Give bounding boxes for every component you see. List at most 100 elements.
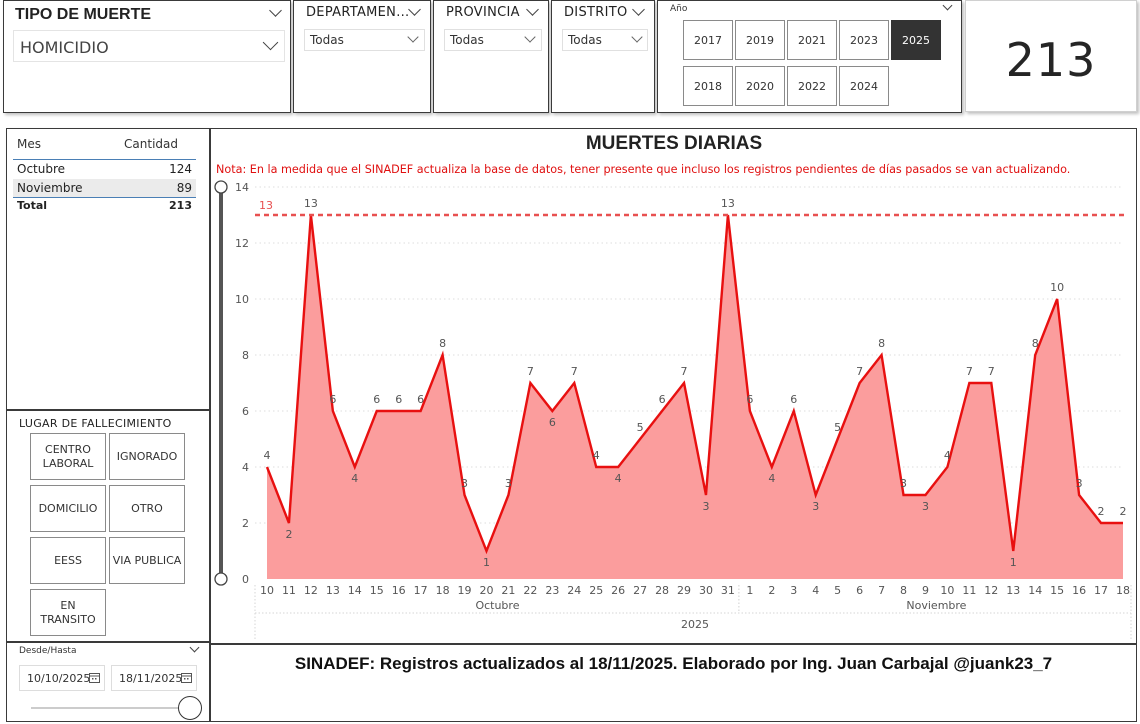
data-label: 3 bbox=[505, 477, 512, 490]
tipo-muerte-dropdown[interactable]: HOMICIDIO bbox=[13, 30, 285, 62]
data-label: 3 bbox=[1076, 477, 1083, 490]
date-range-track[interactable] bbox=[31, 707, 181, 709]
x-tick-label: 12 bbox=[304, 584, 318, 597]
x-tick-label: 17 bbox=[414, 584, 428, 597]
x-tick-label: 17 bbox=[1094, 584, 1108, 597]
collapse-chevron-icon[interactable] bbox=[408, 3, 421, 16]
y-tick-label: 6 bbox=[242, 405, 249, 418]
year-button-2019[interactable]: 2019 bbox=[735, 20, 785, 60]
data-label: 13 bbox=[304, 197, 318, 210]
lugar-button-centro-laboral[interactable]: CENTRO LABORAL bbox=[30, 433, 106, 480]
data-label: 6 bbox=[746, 393, 753, 406]
x-tick-label: 31 bbox=[721, 584, 735, 597]
x-tick-label: 8 bbox=[900, 584, 907, 597]
chart-note: Nota: En la medida que el SINADEF actual… bbox=[216, 163, 1070, 176]
x-tick-label: 7 bbox=[878, 584, 885, 597]
year-button-2023[interactable]: 2023 bbox=[839, 20, 889, 60]
reference-line-label: 13 bbox=[259, 199, 273, 212]
y-axis-layer: 0 2 4 6 8 10 12 14 bbox=[235, 181, 249, 586]
year-button-2017[interactable]: 2017 bbox=[683, 20, 733, 60]
kpi-card: 213 bbox=[965, 0, 1137, 112]
row-cantidad: 89 bbox=[176, 181, 192, 195]
calendar-icon[interactable] bbox=[181, 672, 192, 683]
date-range-handle[interactable] bbox=[178, 696, 202, 720]
tipo-muerte-selected: HOMICIDIO bbox=[20, 38, 109, 57]
table-row[interactable]: Octubre 124 bbox=[13, 160, 196, 178]
footer-text: SINADEF: Registros actualizados al 18/11… bbox=[294, 654, 1053, 673]
data-label: 10 bbox=[1050, 281, 1064, 294]
year-button-2018[interactable]: 2018 bbox=[683, 66, 733, 106]
y-tick-label: 2 bbox=[242, 517, 249, 530]
lugar-title: LUGAR DE FALLECIMIENTO bbox=[19, 417, 172, 430]
x-year-label: 2025 bbox=[681, 618, 709, 631]
x-tick-label: 15 bbox=[1050, 584, 1064, 597]
chart-panel: MUERTES DIARIAS Nota: En la medida que e… bbox=[210, 128, 1137, 644]
lugar-button-otro[interactable]: OTRO bbox=[109, 485, 185, 532]
data-label: 6 bbox=[549, 416, 556, 429]
table-total-row: Total 213 bbox=[13, 197, 196, 215]
y-zoom-slider-bottom-handle[interactable] bbox=[214, 572, 228, 586]
header-mes: Mes bbox=[17, 137, 41, 151]
departamento-slicer: DEPARTAMEN... Todas bbox=[293, 0, 431, 113]
departamento-dropdown[interactable]: Todas bbox=[304, 29, 425, 51]
desde-input[interactable]: 10/10/2025 bbox=[19, 665, 105, 691]
data-label: 8 bbox=[439, 337, 446, 350]
lugar-button-eess[interactable]: EESS bbox=[30, 537, 106, 584]
chevron-down-icon bbox=[524, 31, 536, 43]
distrito-dropdown[interactable]: Todas bbox=[562, 29, 648, 51]
y-zoom-slider-top-handle[interactable] bbox=[214, 180, 228, 194]
data-label: 5 bbox=[834, 421, 841, 434]
lugar-button-ignorado[interactable]: IGNORADO bbox=[109, 433, 185, 480]
header-divider bbox=[13, 159, 196, 160]
lugar-button-via-publica[interactable]: VIA PUBLICA bbox=[109, 537, 185, 584]
data-label: 4 bbox=[768, 472, 775, 485]
x-axis-layer: 10 11 12 13 14 15 16 17 18 19 20 21 22 23 24 25 26 27 28 29… bbox=[254, 584, 1132, 641]
data-label: 4 bbox=[593, 449, 600, 462]
collapse-chevron-icon[interactable] bbox=[632, 3, 645, 16]
series-line bbox=[265, 214, 1123, 555]
data-label: 8 bbox=[1032, 337, 1039, 350]
header-cantidad: Cantidad bbox=[124, 137, 178, 151]
x-tick-label: 30 bbox=[699, 584, 713, 597]
year-button-2024[interactable]: 2024 bbox=[839, 66, 889, 106]
hasta-input[interactable]: 18/11/2025 bbox=[111, 665, 197, 691]
lugar-button-en-transito[interactable]: EN TRANSITO bbox=[30, 589, 106, 636]
year-button-2020[interactable]: 2020 bbox=[735, 66, 785, 106]
table-row[interactable]: Noviembre 89 bbox=[13, 179, 196, 197]
x-tick-label: 27 bbox=[633, 584, 647, 597]
hasta-value: 18/11/2025 bbox=[119, 672, 183, 685]
year-button-2025[interactable]: 2025 bbox=[891, 20, 941, 60]
data-label: 8 bbox=[878, 337, 885, 350]
provincia-dropdown[interactable]: Todas bbox=[444, 29, 542, 51]
y-tick-label: 0 bbox=[242, 573, 249, 586]
x-tick-label: 3 bbox=[790, 584, 797, 597]
x-tick-label: 11 bbox=[962, 584, 976, 597]
data-label: 3 bbox=[922, 500, 929, 513]
data-label: 7 bbox=[527, 365, 534, 378]
departamento-title: DEPARTAMEN... bbox=[306, 5, 410, 20]
data-label: 3 bbox=[900, 477, 907, 490]
lugar-button-domicilio[interactable]: DOMICILIO bbox=[30, 485, 106, 532]
y-tick-label: 10 bbox=[235, 293, 249, 306]
data-label: 1 bbox=[1010, 556, 1017, 569]
x-month-label: Noviembre bbox=[906, 599, 966, 612]
collapse-chevron-icon[interactable] bbox=[942, 0, 953, 11]
chevron-down-icon bbox=[631, 31, 643, 43]
muertes-diarias-chart: MUERTES DIARIAS Nota: En la medida que e… bbox=[214, 133, 1132, 641]
year-button-2022[interactable]: 2022 bbox=[787, 66, 837, 106]
x-tick-label: 15 bbox=[370, 584, 384, 597]
collapse-chevron-icon[interactable] bbox=[269, 4, 282, 17]
kpi-value: 213 bbox=[1005, 33, 1097, 87]
year-button-2021[interactable]: 2021 bbox=[787, 20, 837, 60]
x-tick-label: 9 bbox=[922, 584, 929, 597]
collapse-chevron-icon[interactable] bbox=[189, 642, 200, 653]
collapse-chevron-icon[interactable] bbox=[526, 3, 539, 16]
fecha-title: Desde/Hasta bbox=[19, 646, 77, 656]
x-tick-label: 22 bbox=[523, 584, 537, 597]
x-tick-label: 10 bbox=[260, 584, 274, 597]
data-label: 6 bbox=[373, 393, 380, 406]
calendar-icon[interactable] bbox=[89, 672, 100, 683]
x-tick-label: 20 bbox=[479, 584, 493, 597]
x-tick-label: 16 bbox=[392, 584, 406, 597]
